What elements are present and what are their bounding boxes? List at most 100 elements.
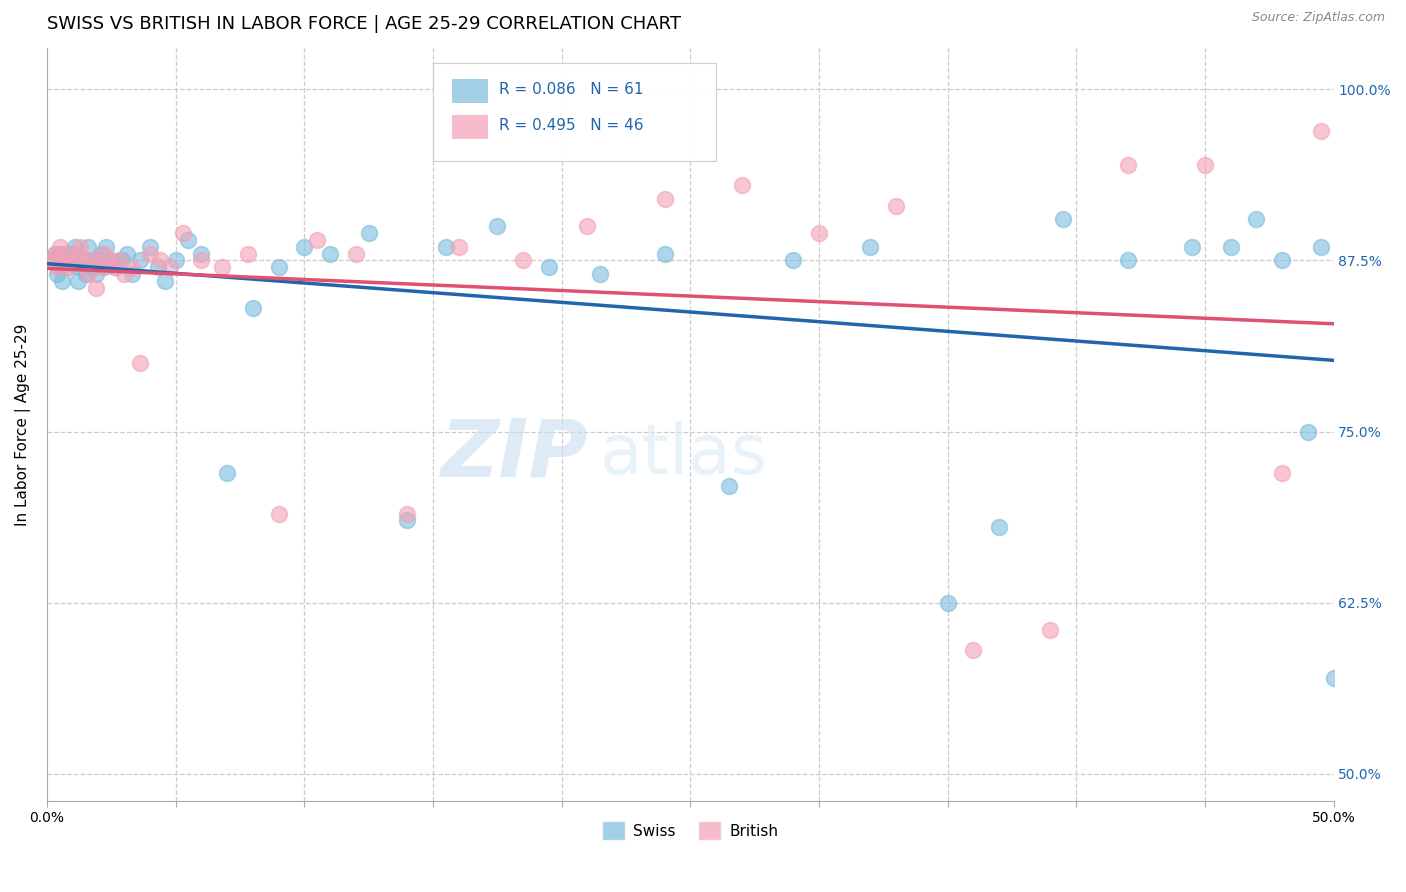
Point bbox=[46, 267, 69, 281]
Point bbox=[105, 260, 128, 275]
Point bbox=[41, 253, 63, 268]
Point bbox=[155, 274, 177, 288]
Point bbox=[66, 246, 89, 260]
Point bbox=[87, 253, 110, 268]
Point bbox=[128, 356, 150, 370]
Point bbox=[1296, 425, 1319, 439]
Point bbox=[1309, 240, 1331, 254]
Point bbox=[139, 246, 162, 260]
Y-axis label: In Labor Force | Age 25-29: In Labor Force | Age 25-29 bbox=[15, 324, 31, 526]
Point bbox=[75, 267, 97, 281]
Point bbox=[292, 240, 315, 254]
Point bbox=[115, 246, 138, 260]
Point bbox=[988, 520, 1011, 534]
Point bbox=[90, 260, 112, 275]
Point bbox=[165, 253, 187, 268]
Point bbox=[65, 240, 87, 254]
Point bbox=[936, 595, 959, 609]
Point bbox=[731, 178, 754, 193]
Point bbox=[44, 246, 66, 260]
Point bbox=[56, 260, 79, 275]
Point bbox=[53, 253, 76, 268]
Point bbox=[96, 240, 118, 254]
Point bbox=[103, 260, 125, 275]
Point bbox=[537, 260, 560, 275]
Point bbox=[51, 253, 73, 268]
Point bbox=[344, 246, 367, 260]
Text: ZIP: ZIP bbox=[440, 416, 588, 494]
Point bbox=[100, 253, 122, 268]
Point bbox=[782, 253, 804, 268]
Point bbox=[654, 246, 676, 260]
Point bbox=[357, 226, 380, 240]
Point bbox=[121, 260, 143, 275]
Point bbox=[146, 260, 169, 275]
Point bbox=[80, 260, 103, 275]
Point bbox=[46, 260, 69, 275]
Point bbox=[1039, 623, 1062, 637]
Point bbox=[884, 199, 907, 213]
Point bbox=[396, 507, 419, 521]
Point bbox=[159, 260, 181, 275]
Point bbox=[190, 246, 212, 260]
Point bbox=[717, 479, 740, 493]
Point bbox=[75, 253, 97, 268]
Point bbox=[90, 246, 112, 260]
Point bbox=[82, 253, 104, 268]
Point bbox=[654, 192, 676, 206]
Text: SWISS VS BRITISH IN LABOR FORCE | AGE 25-29 CORRELATION CHART: SWISS VS BRITISH IN LABOR FORCE | AGE 25… bbox=[46, 15, 681, 33]
Point bbox=[576, 219, 599, 234]
Point bbox=[82, 253, 104, 268]
Point bbox=[77, 240, 100, 254]
Point bbox=[190, 253, 212, 268]
Point bbox=[121, 267, 143, 281]
Point bbox=[211, 260, 233, 275]
Point bbox=[139, 240, 162, 254]
Point bbox=[93, 260, 115, 275]
Point bbox=[859, 240, 882, 254]
Text: R = 0.495   N = 46: R = 0.495 N = 46 bbox=[499, 118, 643, 133]
FancyBboxPatch shape bbox=[453, 115, 488, 139]
Point bbox=[307, 233, 329, 247]
Point bbox=[49, 240, 72, 254]
Point bbox=[1219, 240, 1241, 254]
Point bbox=[53, 246, 76, 260]
Text: atlas: atlas bbox=[600, 421, 768, 488]
Point bbox=[267, 260, 290, 275]
Point bbox=[486, 219, 509, 234]
Point bbox=[62, 253, 84, 268]
Point bbox=[97, 253, 120, 268]
Point bbox=[1246, 212, 1268, 227]
Point bbox=[1309, 123, 1331, 137]
Point bbox=[149, 253, 172, 268]
Point bbox=[62, 253, 84, 268]
Point bbox=[44, 246, 66, 260]
Point bbox=[49, 246, 72, 260]
Point bbox=[1194, 158, 1216, 172]
Point bbox=[1052, 212, 1074, 227]
Text: R = 0.086   N = 61: R = 0.086 N = 61 bbox=[499, 82, 643, 97]
Point bbox=[72, 253, 94, 268]
Point bbox=[589, 267, 612, 281]
Point bbox=[172, 226, 194, 240]
Point bbox=[51, 274, 73, 288]
Point bbox=[962, 643, 984, 657]
FancyBboxPatch shape bbox=[453, 79, 488, 103]
Point bbox=[108, 253, 131, 268]
Point bbox=[69, 260, 91, 275]
Legend: Swiss, British: Swiss, British bbox=[596, 815, 785, 846]
Point bbox=[59, 246, 82, 260]
Point bbox=[396, 513, 419, 527]
Point bbox=[447, 240, 470, 254]
Point bbox=[512, 253, 534, 268]
Point bbox=[236, 246, 259, 260]
Point bbox=[66, 274, 89, 288]
FancyBboxPatch shape bbox=[433, 63, 716, 161]
Point bbox=[84, 267, 107, 281]
Point bbox=[1116, 158, 1139, 172]
Point bbox=[1271, 466, 1294, 480]
Point bbox=[69, 240, 91, 254]
Point bbox=[56, 260, 79, 275]
Point bbox=[77, 267, 100, 281]
Point bbox=[84, 281, 107, 295]
